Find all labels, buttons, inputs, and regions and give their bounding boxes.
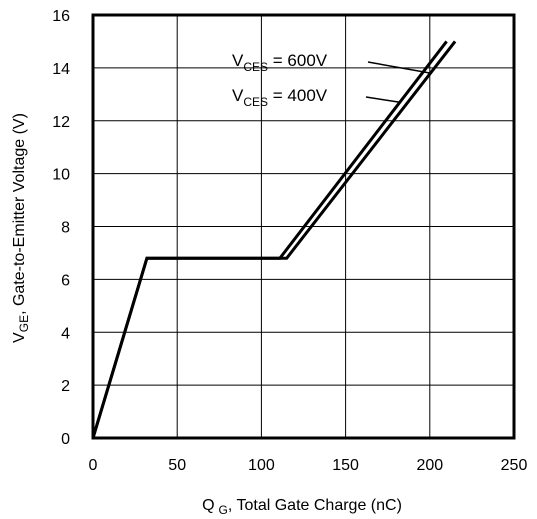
annotation-value: = 600V	[268, 51, 328, 70]
y-tick-label: 6	[61, 272, 70, 289]
annotation-subscript: CES	[243, 95, 268, 109]
plot-frame	[91, 13, 516, 440]
annotation-symbol: V	[232, 86, 244, 105]
y-tick-label: 12	[52, 114, 70, 131]
annotation-symbol: V	[232, 51, 244, 70]
series-line--400v	[91, 40, 448, 439]
y-axis-symbol: V	[11, 332, 28, 343]
x-tick-label: 50	[168, 457, 186, 474]
x-tick-label: 250	[501, 457, 528, 474]
series-annotation: VCES = 400V	[232, 86, 328, 109]
grid	[93, 15, 514, 438]
y-axis-subscript: GE	[17, 315, 31, 332]
x-axis-text: , Total Gate Charge (nC)	[228, 497, 402, 514]
x-axis-subscript: G	[219, 503, 228, 517]
x-tick-label: 200	[416, 457, 443, 474]
x-tick-labels: 0 50 100 150 200 250	[89, 457, 528, 474]
y-axis-text: , Gate-to-Emitter Voltage (V)	[11, 113, 28, 315]
y-tick-label: 2	[61, 378, 70, 395]
x-tick-label: 100	[248, 457, 275, 474]
y-tick-label: 16	[52, 8, 70, 25]
x-axis-symbol: Q	[202, 497, 214, 514]
annotation-subscript: CES	[243, 60, 268, 74]
y-tick-label: 14	[52, 61, 70, 78]
annotation-value: = 400V	[268, 86, 328, 105]
x-tick-label: 0	[89, 457, 98, 474]
series-annotation: VCES = 600V	[232, 51, 328, 74]
y-tick-labels: 0 2 4 6 8 10 12 14 16	[52, 8, 70, 448]
x-axis-title: Q G, Total Gate Charge (nC)	[202, 497, 402, 517]
y-tick-label: 0	[61, 431, 70, 448]
annotation-leader-line	[367, 61, 431, 74]
y-tick-label: 10	[52, 167, 70, 184]
x-tick-label: 150	[332, 457, 359, 474]
y-tick-label: 8	[61, 220, 70, 237]
series-lines	[91, 40, 457, 439]
annotation-leader-line	[365, 96, 400, 103]
y-axis-title: VGE, Gate-to-Emitter Voltage (V)	[11, 113, 31, 343]
y-tick-label: 4	[61, 325, 70, 342]
